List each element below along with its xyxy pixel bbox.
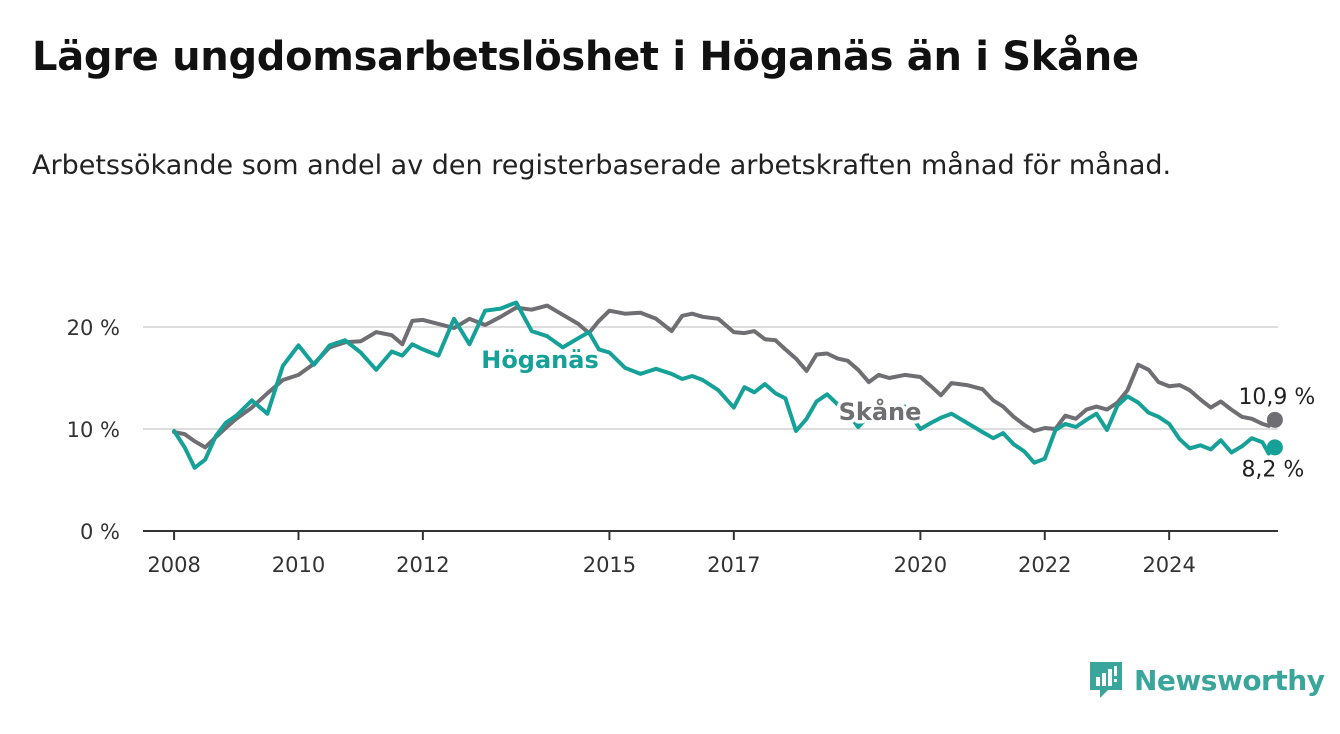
series-end-point: [1266, 411, 1283, 428]
y-tick-label: 20 %: [67, 316, 120, 340]
series-end-label: 8,2 %: [1241, 457, 1304, 482]
series-end-point: [1266, 439, 1283, 456]
series-label-skane: Skåne: [839, 397, 922, 426]
x-tick-label: 2008: [147, 553, 200, 577]
series-line-hgans: [172, 300, 1277, 470]
newsworthy-logo-icon: [1090, 662, 1122, 698]
series-line-skne: [172, 303, 1277, 450]
x-tick-label: 2017: [707, 553, 760, 577]
y-tick-label: 10 %: [67, 418, 120, 442]
brand-name: Newsworthy: [1134, 663, 1325, 697]
brand-logo: Newsworthy: [1088, 660, 1325, 700]
y-tick-label: 0 %: [80, 520, 120, 544]
x-tick-label: 2015: [583, 553, 636, 577]
chart-title: Lägre ungdomsarbetslöshet i Höganäs än i…: [32, 34, 1139, 80]
x-tick-label: 2020: [894, 553, 947, 577]
x-tick-label: 2024: [1142, 553, 1195, 577]
chart-subtitle: Arbetssökande som andel av den registerb…: [32, 150, 1172, 181]
x-tick-label: 2022: [1018, 553, 1071, 577]
x-tick-label: 2010: [272, 553, 325, 577]
series-end-label: 10,9 %: [1238, 385, 1315, 410]
x-tick-label: 2012: [396, 553, 449, 577]
series-label-hoganas: Höganäs: [481, 346, 599, 374]
